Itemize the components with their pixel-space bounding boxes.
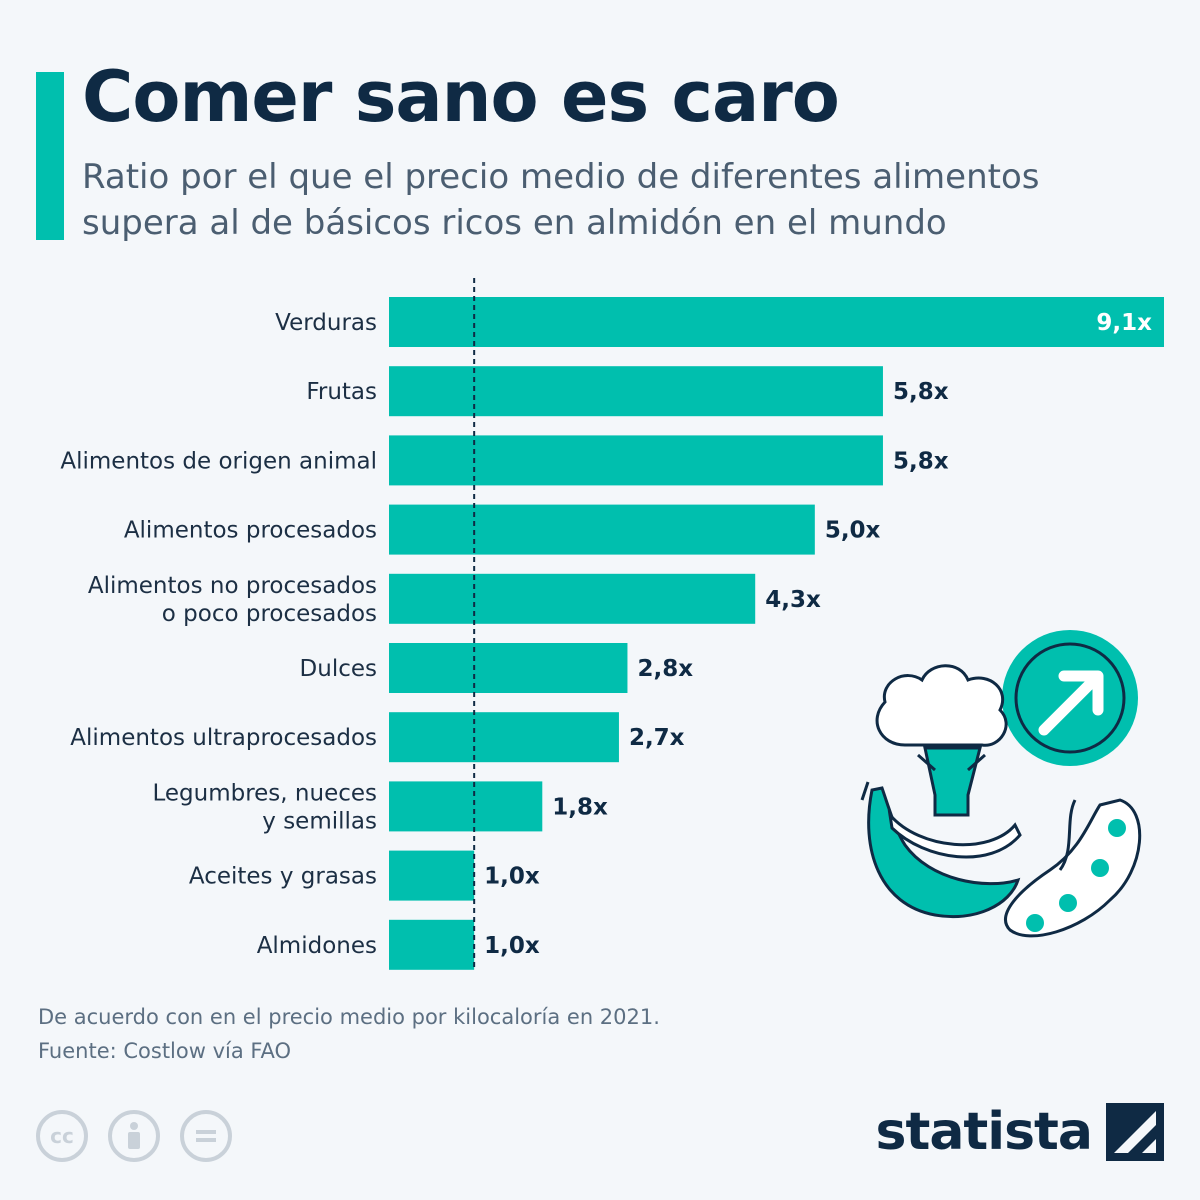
- category-label-8: Aceites y grasas: [189, 864, 377, 890]
- category-label-4-line-1: o poco procesados: [162, 601, 377, 627]
- category-label-4-line-0: Alimentos no procesados: [88, 573, 377, 599]
- bar-9: [389, 919, 475, 970]
- cc-icon[interactable]: cc: [36, 1110, 88, 1162]
- category-label-7-line-0: Legumbres, nueces: [152, 780, 377, 806]
- value-label-7: 1,8x: [552, 794, 608, 820]
- category-label-2: Alimentos de origen animal: [60, 448, 377, 474]
- value-label-6: 2,7x: [629, 725, 685, 751]
- bar-6: [389, 712, 619, 763]
- value-label-0: 9,1x: [1096, 310, 1152, 336]
- bar-1: [389, 366, 883, 417]
- food-illustration-icon: [860, 630, 1142, 938]
- bar-3: [389, 504, 815, 555]
- license-icons: cc: [36, 1110, 232, 1162]
- bar-0: [389, 297, 1164, 347]
- value-label-8: 1,0x: [484, 864, 540, 890]
- category-label-0: Verduras: [275, 310, 377, 336]
- chart-title: Comer sano es caro: [82, 56, 840, 138]
- value-label-3: 5,0x: [825, 518, 881, 544]
- value-label-9: 1,0x: [484, 933, 540, 959]
- statista-logo-icon: [1106, 1103, 1164, 1161]
- category-label-9: Almidones: [257, 933, 377, 959]
- category-label-6: Alimentos ultraprocesados: [70, 725, 377, 751]
- attribution-icon[interactable]: [108, 1110, 160, 1162]
- category-label-7-line-1: y semillas: [262, 808, 377, 834]
- title-accent-bar: [36, 72, 64, 240]
- chart-subtitle: Ratio por el que el precio medio de dife…: [82, 154, 1162, 246]
- bars-group: [389, 297, 1164, 970]
- footnote-source: Fuente: Costlow vía FAO: [38, 1039, 292, 1063]
- category-label-1: Frutas: [306, 379, 377, 405]
- footnote-note: De acuerdo con en el precio medio por ki…: [38, 1005, 660, 1029]
- category-label-5: Dulces: [300, 656, 377, 682]
- statista-logo[interactable]: statista: [876, 1102, 1164, 1162]
- value-label-1: 5,8x: [893, 379, 949, 405]
- value-label-2: 5,8x: [893, 448, 949, 474]
- bar-5: [389, 643, 628, 693]
- footnote: De acuerdo con en el precio medio por ki…: [38, 1000, 660, 1068]
- value-label-4: 4,3x: [765, 587, 821, 613]
- bar-4: [389, 573, 756, 624]
- bar-2: [389, 435, 883, 486]
- subtitle-line-2: supera al de básicos ricos en almidón en…: [82, 203, 947, 243]
- bar-8: [389, 850, 475, 901]
- no-derivatives-icon[interactable]: [180, 1110, 232, 1162]
- subtitle-line-1: Ratio por el que el precio medio de dife…: [82, 157, 1040, 197]
- bar-7: [389, 781, 543, 832]
- category-label-3: Alimentos procesados: [124, 518, 377, 544]
- value-label-5: 2,8x: [637, 656, 693, 682]
- labels-group: Verduras 9,1x Frutas 5,8x Alimentos de orige…: [60, 310, 1152, 959]
- brand-name: statista: [875, 1102, 1093, 1162]
